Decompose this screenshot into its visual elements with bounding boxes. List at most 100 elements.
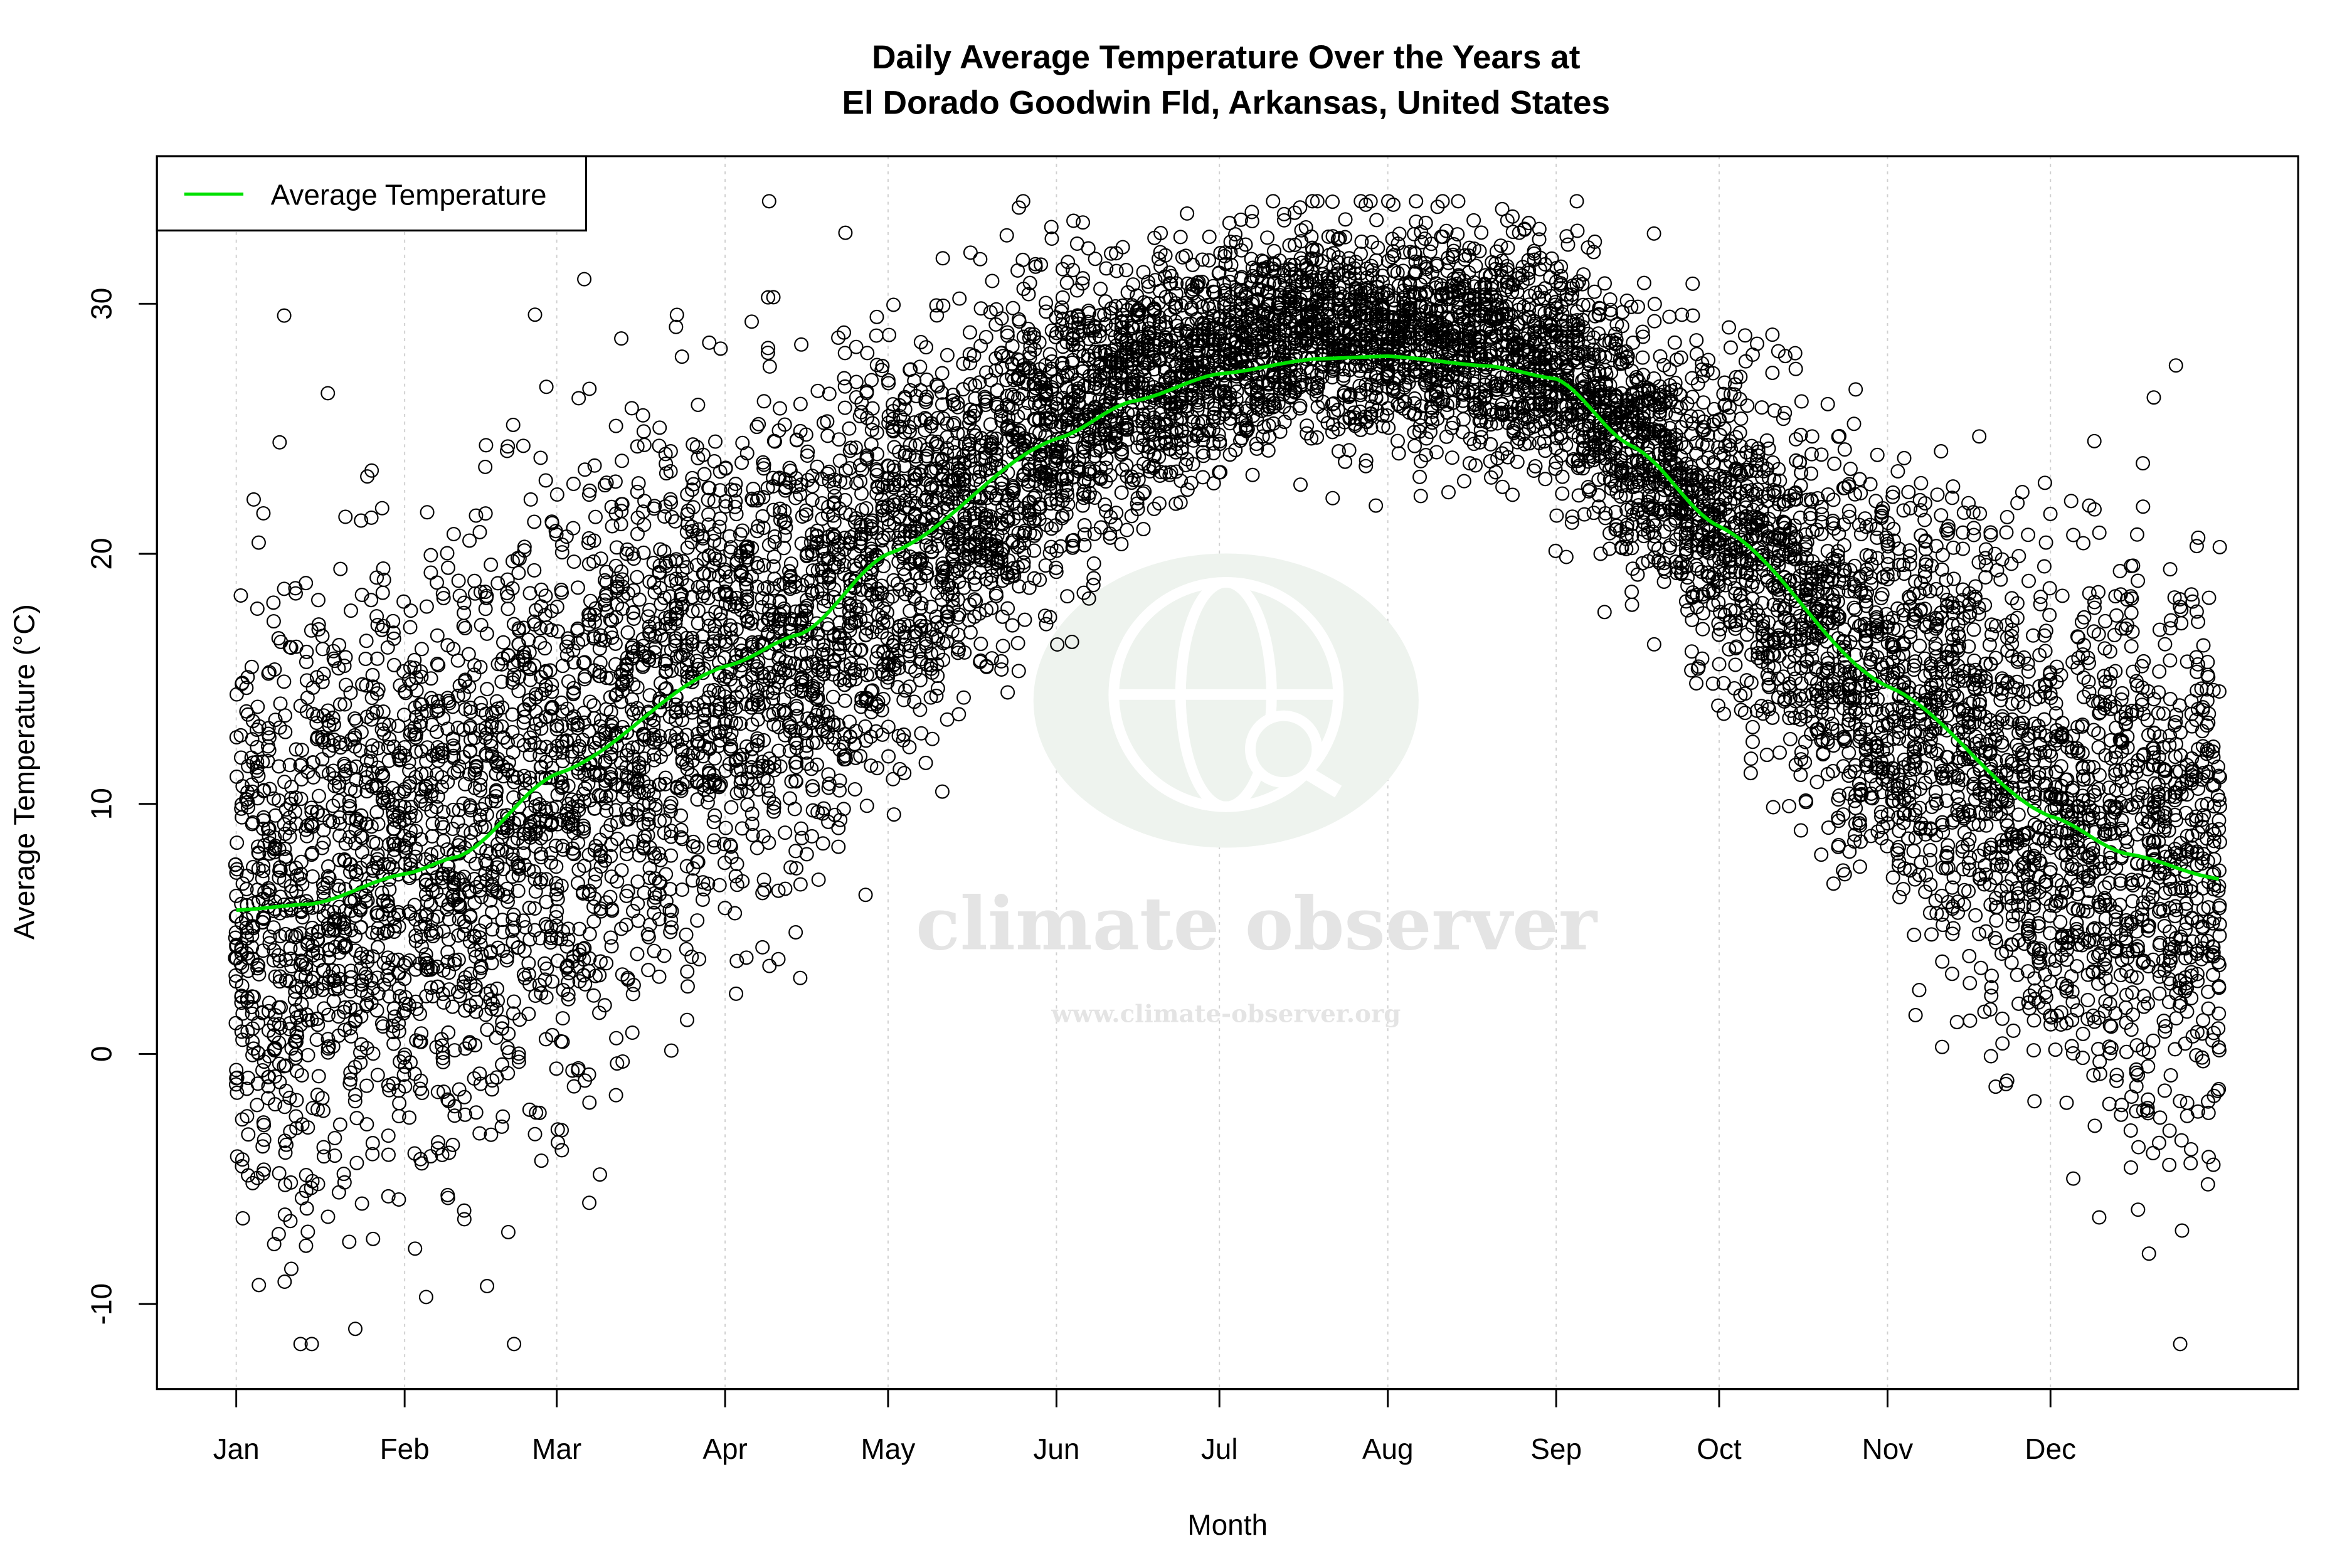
data-point: [241, 800, 256, 815]
data-point: [533, 450, 548, 465]
data-point: [528, 716, 543, 731]
data-point: [675, 882, 690, 898]
data-point: [257, 783, 272, 798]
data-point: [293, 895, 308, 910]
data-point: [663, 882, 678, 897]
data-point: [614, 863, 629, 878]
data-point: [1173, 495, 1188, 510]
data-point: [320, 859, 336, 874]
data-point: [495, 635, 511, 650]
data-point: [293, 1337, 308, 1352]
data-point: [756, 394, 771, 409]
data-point: [692, 951, 707, 967]
data-point: [771, 951, 786, 967]
data-point: [956, 690, 971, 705]
data-point: [669, 307, 684, 322]
data-point: [331, 1009, 346, 1024]
data-point: [990, 383, 1005, 398]
data-point: [451, 573, 466, 588]
data-point: [793, 487, 808, 502]
data-point: [566, 477, 581, 492]
data-point: [252, 967, 267, 982]
data-point: [256, 864, 271, 879]
data-point: [1136, 522, 1151, 537]
data-point: [1017, 612, 1032, 627]
data-point: [246, 1041, 261, 1056]
data-point: [668, 514, 683, 529]
data-point: [271, 1227, 286, 1242]
data-point: [545, 974, 560, 989]
data-point: [619, 847, 634, 862]
data-point: [566, 521, 581, 536]
data-point: [674, 349, 689, 364]
data-point: [762, 359, 777, 374]
data-point: [260, 739, 275, 754]
data-point: [230, 835, 245, 850]
data-point: [278, 926, 293, 941]
data-point: [586, 698, 601, 713]
data-point: [322, 871, 337, 886]
data-point: [277, 1099, 292, 1115]
data-point: [963, 625, 978, 640]
data-point: [636, 424, 651, 439]
data-point: [478, 506, 493, 521]
data-point: [632, 592, 647, 607]
data-point: [822, 386, 837, 401]
data-point: [331, 963, 346, 978]
data-point: [554, 545, 569, 560]
data-point: [326, 717, 341, 732]
data-point: [599, 702, 614, 717]
data-point: [973, 252, 988, 267]
data-point: [625, 987, 640, 1002]
data-point: [1015, 252, 1030, 267]
data-point: [609, 1030, 624, 1046]
data-point: [811, 872, 826, 887]
data-point: [294, 1190, 309, 1205]
data-point: [691, 398, 706, 413]
data-point: [793, 970, 808, 985]
data-point: [973, 637, 988, 652]
chart-title: Daily Average Temperature Over the Years…: [872, 39, 1581, 76]
data-point: [304, 1337, 319, 1352]
data-point: [1010, 635, 1025, 650]
data-point: [913, 334, 928, 349]
data-point: [674, 808, 689, 824]
data-point: [278, 1058, 294, 1073]
watermark-name: climate observer: [916, 882, 1598, 967]
data-point: [440, 775, 455, 790]
data-point: [338, 509, 353, 524]
data-point: [396, 594, 411, 609]
data-point: [268, 969, 283, 984]
data-point: [755, 940, 770, 955]
data-point: [278, 724, 293, 739]
data-point: [262, 936, 277, 951]
data-point: [250, 1076, 265, 1091]
data-point: [527, 1126, 543, 1142]
data-point: [859, 501, 874, 516]
data-point: [578, 669, 593, 684]
data-point: [230, 862, 245, 877]
data-point: [1060, 589, 1075, 604]
data-point: [299, 1184, 314, 1199]
data-point: [354, 1196, 369, 1211]
data-point: [480, 1279, 495, 1294]
data-point: [566, 554, 581, 569]
data-point: [327, 771, 342, 786]
data-point: [240, 950, 255, 965]
data-point: [240, 670, 255, 685]
data-point: [762, 958, 777, 973]
data-point: [842, 714, 857, 729]
data-point: [262, 730, 277, 745]
data-point: [523, 492, 538, 507]
data-point: [734, 455, 750, 470]
data-point: [577, 272, 592, 287]
data-point: [604, 869, 619, 884]
data-point: [277, 308, 292, 323]
data-point: [854, 486, 869, 501]
data-point: [333, 561, 348, 576]
data-point: [583, 694, 598, 709]
data-point: [445, 1137, 460, 1152]
data-point: [250, 961, 265, 976]
data-point: [326, 651, 341, 666]
data-point: [381, 1147, 396, 1162]
